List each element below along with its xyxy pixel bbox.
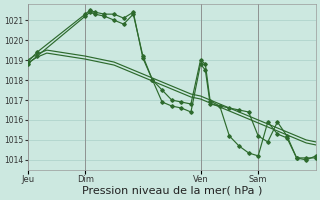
X-axis label: Pression niveau de la mer( hPa ): Pression niveau de la mer( hPa ) <box>82 186 262 196</box>
